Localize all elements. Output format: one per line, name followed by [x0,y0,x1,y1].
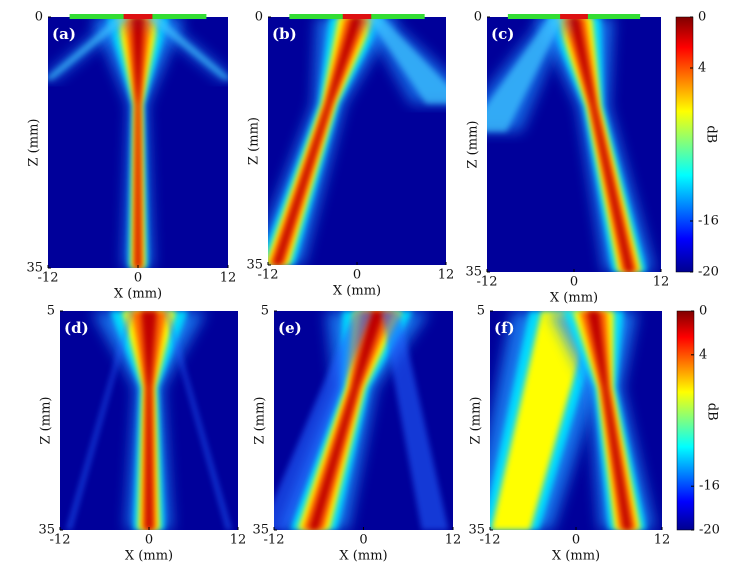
beam [491,311,594,530]
panel-label: (b) [272,25,297,43]
x-tick-label: -12 [480,533,501,548]
x-tick-label: 12 [653,275,670,290]
colorbar-tick-label: -16 [698,214,719,229]
y-tick-label: 35 [38,523,55,538]
panel: (c) -12 0 12 0 35 X (mm) Z (mm) [465,10,670,306]
x-axis-label: X (mm) [552,549,600,564]
colorbar-tick-label: -16 [699,479,720,494]
beam [146,17,228,80]
x-tick-label: 0 [134,271,142,286]
panel: (b) -12 0 12 0 35 X (mm) Z (mm) [246,10,455,299]
colorbar-gradient [675,16,694,273]
y-tick-label: 35 [26,261,43,276]
colorbar-tick-label: 4 [698,61,706,76]
colorbar-tick-label: -20 [699,523,720,538]
x-axis-label: X (mm) [550,291,598,306]
beam [48,17,130,80]
colorbar-tick-label: 0 [698,10,706,25]
beam [66,311,133,530]
panel: (d) -12 0 12 5 35 X (mm) Z (mm) [38,304,246,564]
x-tick-label: -12 [264,533,285,548]
heatmap-image [66,311,232,530]
y-axis-label: Z (mm) [27,119,42,167]
colorbar-label: dB [704,125,719,143]
y-tick-label: 0 [35,10,43,25]
y-tick-label: 35 [468,523,485,538]
transducer-center [123,14,153,19]
y-tick-label: 0 [474,10,482,25]
beam [381,311,449,530]
y-axis-label: Z (mm) [466,121,481,169]
beam [587,311,632,530]
x-axis-label: X (mm) [125,549,173,564]
x-tick-label: 12 [438,268,455,283]
colorbar: 0 4 -16 -20 dB [676,304,720,538]
panel-label: (d) [64,319,89,337]
x-tick-label: 0 [570,275,578,290]
panel-label: (a) [52,25,76,43]
beam [274,311,373,530]
beam [568,17,634,272]
beam [367,17,446,104]
y-tick-label: 35 [246,258,263,273]
panel-label: (c) [491,25,514,43]
x-tick-label: -12 [258,268,279,283]
colorbar: 0 4 -16 -20 dB [675,10,719,280]
y-tick-label: 0 [255,10,263,25]
beam [273,17,363,265]
y-axis-label: Z (mm) [39,397,54,445]
x-tick-label: 12 [230,533,247,548]
y-axis-label: Z (mm) [253,397,268,445]
x-tick-label: -12 [477,275,498,290]
panel: (f) -12 0 12 5 35 X (mm) Z (mm) [468,304,670,564]
colorbar-label: dB [705,403,720,421]
x-tick-label: 0 [572,533,580,548]
x-tick-label: 12 [220,271,237,286]
x-tick-label: 0 [353,268,361,283]
y-tick-label: 5 [47,304,55,319]
x-tick-label: -12 [38,271,59,286]
beam [131,17,145,268]
panel-label: (e) [278,319,302,337]
y-axis-label: Z (mm) [247,117,262,165]
x-tick-label: 0 [359,533,367,548]
x-tick-label: -12 [50,533,71,548]
heatmap-image [487,17,655,272]
heatmap-image [268,17,446,265]
transducer-center [342,14,372,19]
x-tick-label: 0 [145,533,153,548]
heatmap-image [490,311,656,530]
panel: (a) -12 0 12 0 35 X (mm) Z (mm) [26,10,236,302]
x-axis-label: X (mm) [333,284,381,299]
y-tick-label: 35 [465,265,482,280]
y-tick-label: 35 [252,523,269,538]
heatmap-image [48,17,228,268]
x-axis-label: X (mm) [114,287,162,302]
x-tick-label: 12 [445,533,462,548]
beam [487,17,564,132]
y-axis-label: Z (mm) [469,397,484,445]
x-axis-label: X (mm) [339,549,387,564]
colorbar-tick-label: -20 [698,265,719,280]
beam [308,311,386,530]
heatmap-image [274,311,449,530]
colorbar-tick-label: 4 [699,347,707,362]
beam [140,311,158,530]
x-tick-label: 12 [654,533,671,548]
beam [165,311,232,530]
y-tick-label: 5 [477,304,485,319]
panel: (e) -12 0 12 5 35 X (mm) Z (mm) [252,304,461,564]
colorbar-gradient [676,310,695,531]
transducer-center [560,14,588,19]
y-tick-label: 5 [261,304,269,319]
colorbar-tick-label: 0 [699,304,707,319]
panel-label: (f) [494,319,515,337]
